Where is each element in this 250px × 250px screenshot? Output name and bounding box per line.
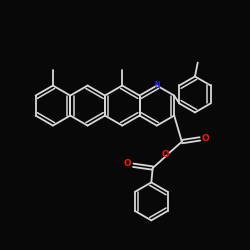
Text: N: N bbox=[154, 81, 160, 90]
Text: O: O bbox=[124, 160, 132, 168]
Text: O: O bbox=[162, 150, 169, 159]
Text: O: O bbox=[201, 134, 209, 143]
